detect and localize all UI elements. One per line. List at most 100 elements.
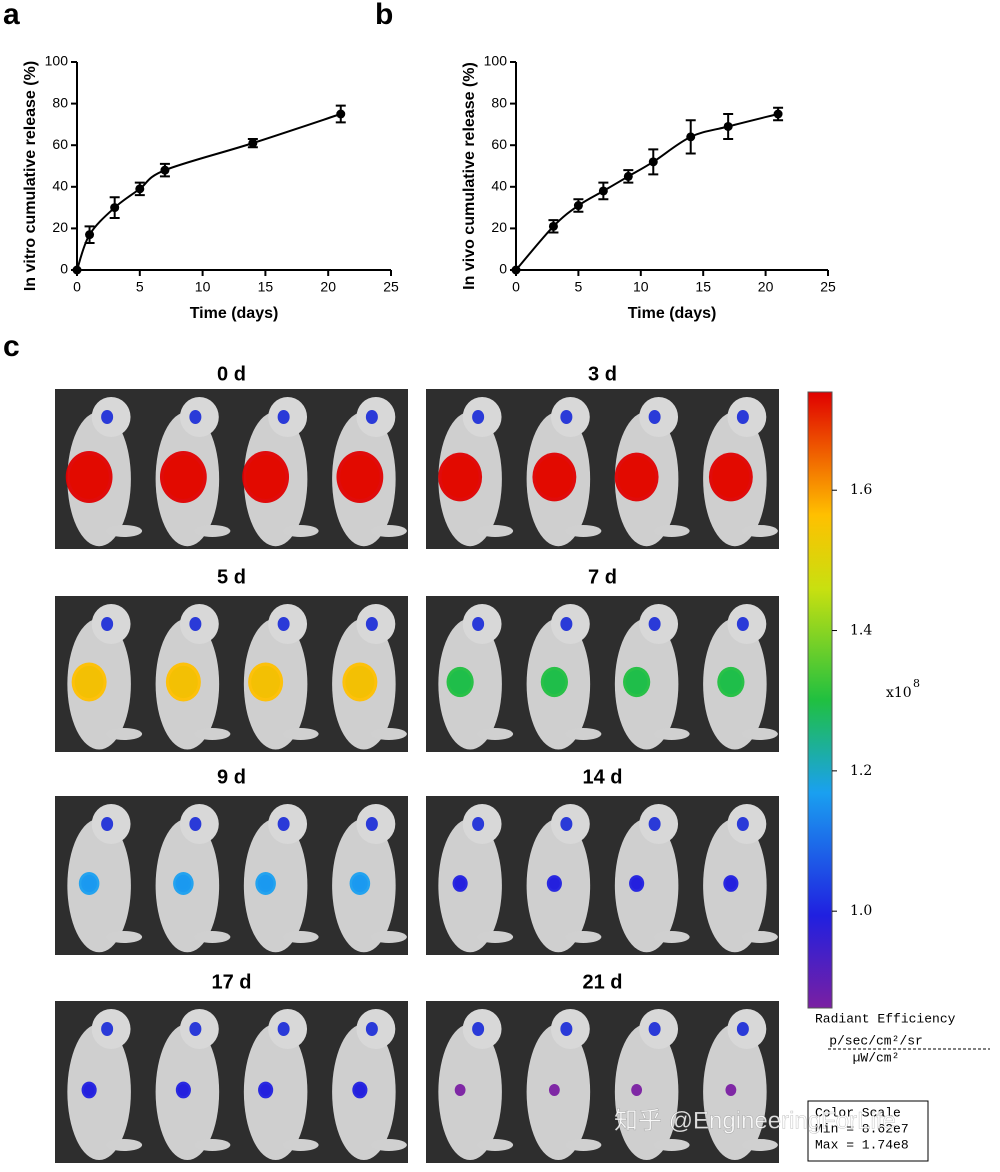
data-point — [85, 230, 95, 240]
signal-blob — [623, 666, 651, 698]
signal-blob — [101, 617, 114, 631]
mouse-leg — [565, 1139, 602, 1151]
fit-line — [515, 113, 779, 271]
y-tick-label: 40 — [491, 178, 507, 194]
signal-blob — [736, 817, 749, 831]
colorbar-tick-label: 1.6 — [850, 482, 872, 498]
signal-blob — [560, 817, 573, 831]
signal-blob — [648, 410, 661, 424]
signal-blob — [189, 617, 202, 631]
signal-blob — [648, 817, 661, 831]
data-point — [110, 203, 120, 213]
x-tick-label: 10 — [633, 279, 649, 295]
x-axis-label: Time (days) — [190, 305, 279, 322]
mouse-leg — [477, 525, 514, 537]
watermark: 知乎 @EngineeringForLife — [614, 1107, 896, 1134]
signal-blob — [277, 817, 290, 831]
signal-blob — [101, 1022, 114, 1036]
y-tick-label: 60 — [491, 136, 507, 152]
signal-blob — [454, 1084, 466, 1096]
signal-blob — [736, 1022, 749, 1036]
signal-blob — [472, 817, 485, 831]
mouse-leg — [106, 525, 143, 537]
data-point — [598, 186, 608, 196]
signal-blob — [258, 1081, 274, 1099]
x-tick-label: 15 — [695, 279, 711, 295]
mouse-leg — [653, 728, 690, 740]
mouse-body — [243, 1023, 308, 1161]
panel-title: 5 d — [217, 566, 246, 588]
scale-box-line: Max = 1.74e8 — [815, 1137, 909, 1152]
signal-blob — [532, 452, 577, 502]
panel-title: 9 d — [217, 766, 246, 788]
signal-blob — [65, 451, 113, 503]
y-tick-label: 40 — [52, 178, 68, 194]
signal-blob — [365, 817, 378, 831]
signal-blob — [472, 410, 485, 424]
imaging-panel — [426, 1001, 779, 1163]
imaging-panel — [55, 596, 408, 752]
signal-blob — [255, 872, 276, 895]
y-tick-label: 80 — [52, 94, 68, 110]
y-tick-label: 20 — [52, 219, 68, 235]
imaging-panel — [55, 389, 408, 549]
signal-blob — [277, 410, 290, 424]
signal-blob — [71, 662, 107, 702]
x-tick-label: 0 — [73, 279, 81, 295]
signal-blob — [189, 410, 202, 424]
scale-box-line: Color Scale — [815, 1105, 901, 1120]
mouse-body — [67, 1023, 131, 1161]
mouse-leg — [194, 1139, 231, 1151]
signal-blob — [81, 1081, 97, 1099]
signal-blob — [101, 817, 114, 831]
signal-blob — [648, 617, 661, 631]
signal-blob — [548, 1084, 560, 1096]
signal-blob — [446, 666, 474, 698]
mouse-leg — [282, 931, 319, 943]
panel-title: 21 d — [582, 971, 622, 993]
signal-blob — [248, 662, 284, 702]
signal-blob — [631, 1084, 643, 1096]
y-tick-label: 0 — [499, 261, 507, 277]
signal-blob — [336, 451, 384, 503]
unit-denominator: µW/cm² — [853, 1050, 900, 1065]
mouse-leg — [565, 728, 602, 740]
signal-blob — [78, 872, 100, 895]
panel-title: 0 d — [217, 363, 246, 385]
signal-blob — [648, 1022, 661, 1036]
mouse-body — [438, 818, 502, 953]
signal-blob — [560, 410, 573, 424]
data-point — [686, 132, 696, 142]
signal-blob — [560, 617, 573, 631]
signal-blob — [736, 617, 749, 631]
signal-blob — [472, 617, 485, 631]
mouse-leg — [370, 1139, 407, 1151]
signal-blob — [708, 452, 753, 502]
panel-title: 17 d — [211, 971, 251, 993]
signal-blob — [101, 410, 114, 424]
mouse-body — [614, 1023, 679, 1161]
signal-blob — [438, 452, 483, 502]
mouse-leg — [741, 728, 778, 740]
signal-blob — [629, 875, 645, 892]
y-axis-label: In vitro cumulative release (%) — [22, 61, 39, 291]
data-point — [648, 157, 658, 167]
data-point — [511, 265, 521, 275]
mouse-leg — [194, 931, 231, 943]
x-tick-label: 0 — [512, 279, 520, 295]
y-tick-label: 20 — [491, 219, 507, 235]
colorbar-tick-label: 1.4 — [850, 623, 872, 639]
mouse-leg — [106, 931, 143, 943]
colorbar-tick-label: 1.2 — [850, 763, 872, 779]
data-point — [723, 121, 733, 131]
mouse-leg — [370, 728, 407, 740]
signal-blob — [165, 662, 201, 702]
mouse-leg — [741, 525, 778, 537]
data-point — [248, 138, 258, 148]
x-tick-label: 25 — [820, 279, 836, 295]
y-tick-label: 60 — [52, 136, 68, 152]
unit-numerator: p/sec/cm²/sr — [829, 1033, 923, 1048]
data-point — [573, 201, 583, 211]
imaging-panel — [55, 1001, 408, 1163]
y-tick-label: 80 — [491, 94, 507, 110]
